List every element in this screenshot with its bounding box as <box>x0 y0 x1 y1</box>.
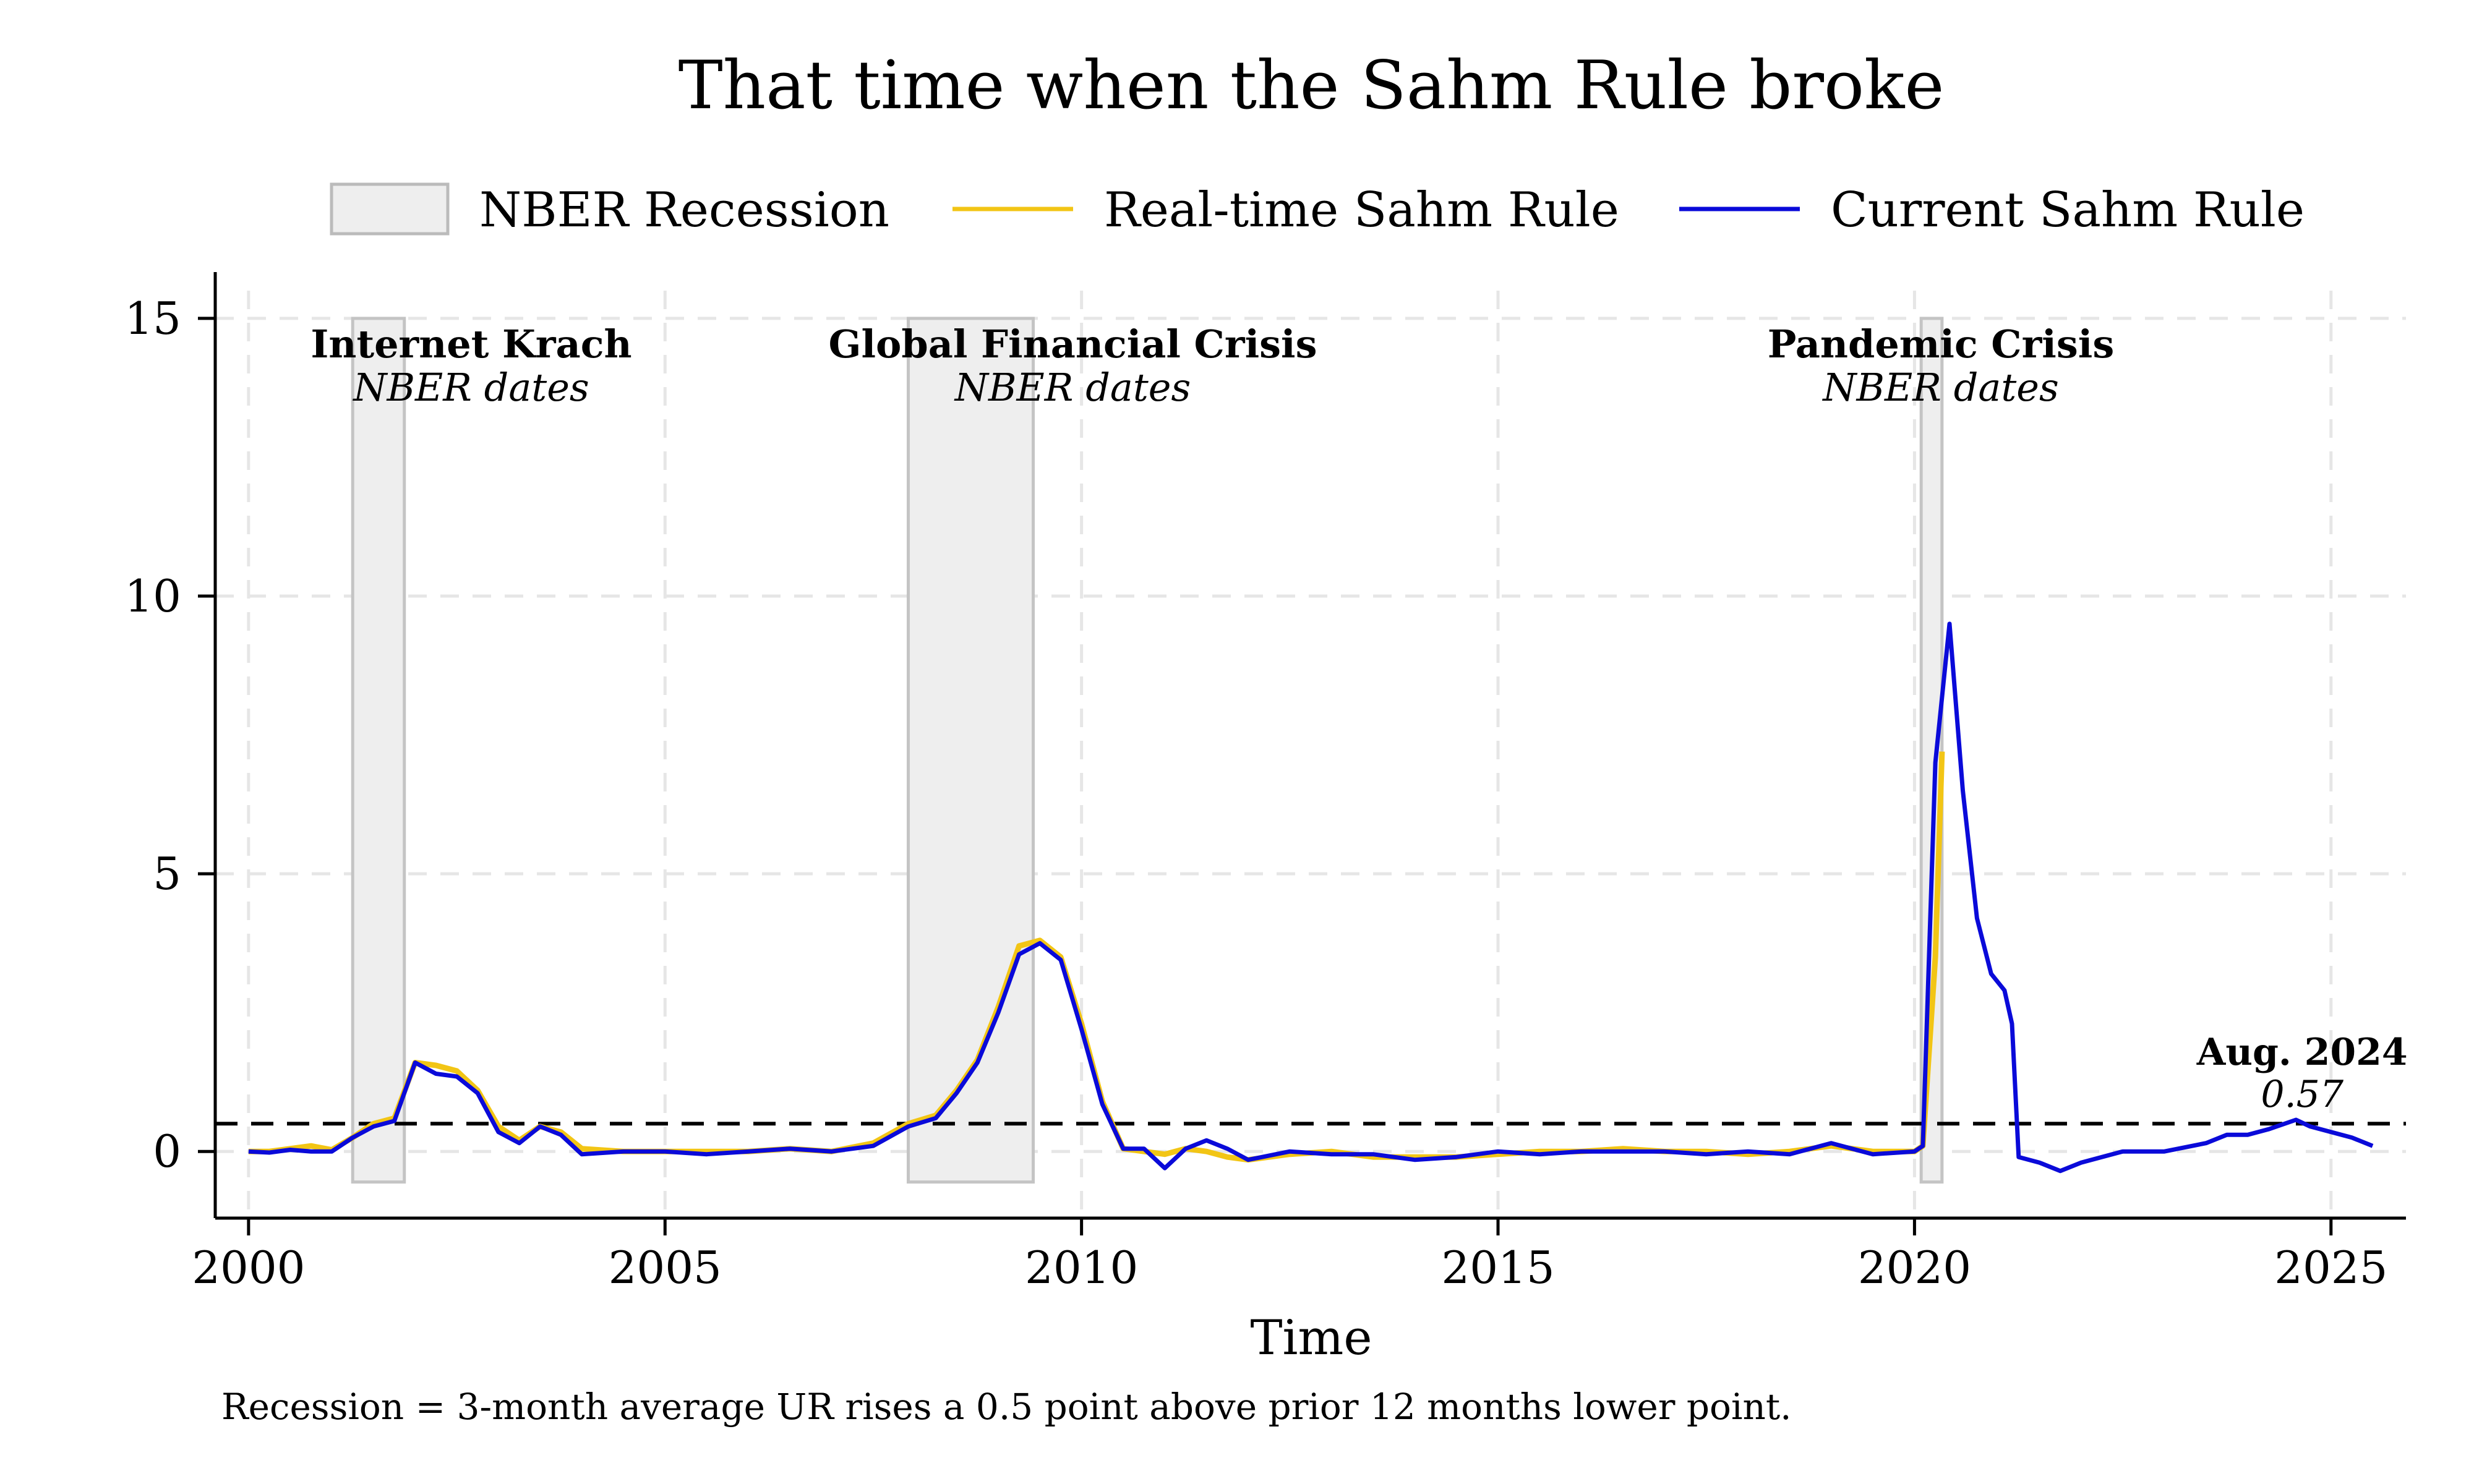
y-tick-label-10: 10 <box>124 570 181 622</box>
x-tick-label-2015: 2015 <box>1441 1242 1554 1294</box>
series-line-1 <box>248 621 2374 1174</box>
annotation-label: Aug. 2024 <box>2196 1031 2408 1074</box>
series-lines <box>248 621 2374 1174</box>
y-tick-label-5: 5 <box>153 848 181 900</box>
x-tick-label-2020: 2020 <box>1858 1242 1971 1294</box>
legend-label-current: Current Sahm Rule <box>1831 182 2305 238</box>
x-tick-label-2025: 2025 <box>2274 1242 2387 1294</box>
recession-label-0: Internet Krach <box>310 322 631 367</box>
y-tick-label-0: 0 <box>153 1125 181 1177</box>
y-tick-label-15: 15 <box>124 292 181 344</box>
recession-label-1: Global Financial Crisis <box>829 322 1317 367</box>
recession-band-0 <box>351 317 406 1184</box>
x-axis-title: Time <box>1250 1310 1372 1366</box>
legend-label-recession: NBER Recession <box>479 182 889 238</box>
x-tick-label-2000: 2000 <box>192 1242 305 1294</box>
legend-recession-swatch <box>330 182 450 236</box>
x-tick-label-2005: 2005 <box>609 1242 722 1294</box>
recession-label-2: Pandemic Crisis <box>1768 322 2114 367</box>
recession-band-1 <box>907 317 1035 1184</box>
recession-sublabel-2: NBER dates <box>1821 365 2059 410</box>
axes <box>213 272 2406 1220</box>
series-line-0 <box>248 751 1945 1163</box>
legend: NBER Recession Real-time Sahm Rule Curre… <box>330 182 2305 238</box>
recession-sublabel-1: NBER dates <box>954 365 1191 410</box>
footnote: Recession = 3-month average UR rises a 0… <box>221 1386 1792 1428</box>
tick-labels: 2000 2005 2010 2015 2020 2025 0 5 10 15 <box>124 292 2387 1294</box>
legend-label-realtime: Real-time Sahm Rule <box>1104 182 1619 238</box>
annotation-value: 0.57 <box>2261 1073 2343 1116</box>
x-tick-label-2010: 2010 <box>1025 1242 1138 1294</box>
recession-sublabel-0: NBER dates <box>352 365 589 410</box>
chart-title: That time when the Sahm Rule broke <box>678 47 1945 124</box>
